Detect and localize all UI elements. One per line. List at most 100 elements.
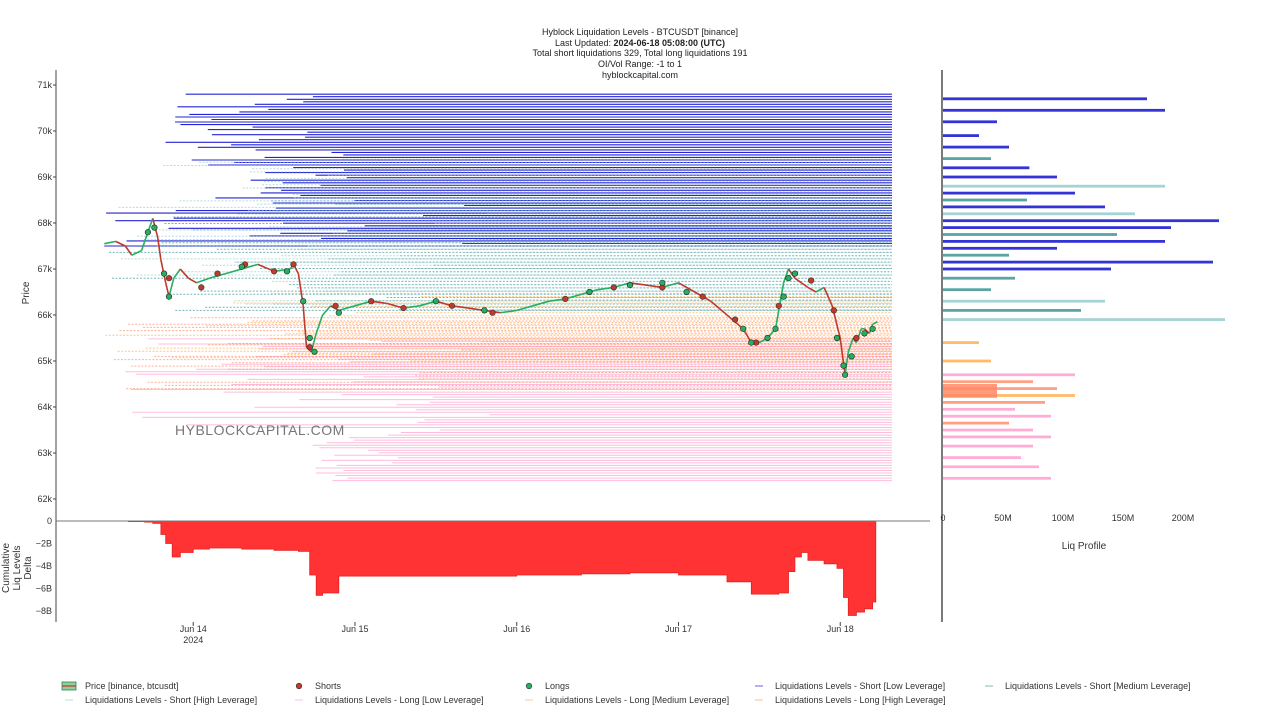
price-segment [629,282,647,286]
price-tick-label: 70k [37,126,52,136]
short-dot [271,268,278,275]
long-dot [772,325,779,332]
long-dot [432,298,440,305]
price-segment [104,240,116,245]
price-y-ticks: 62k 63k 64k 65k 66k 67k 68k 69k 70k 71k [37,80,56,504]
long-dot [165,293,173,300]
liq-profile-tick-label: 0 [940,513,945,523]
legend-label: Shorts [315,681,342,691]
watermark: HYBLOCKCAPITAL.COM [175,422,345,438]
price-segment [168,277,175,297]
price-segment [315,314,324,334]
short-dot [731,316,739,323]
long-dot [791,270,799,277]
delta-tick-label: −2B [36,539,52,549]
price-tick-label: 65k [37,356,52,366]
long-dot [659,279,666,286]
long-dot [683,288,690,296]
short-dot [853,334,860,342]
liq-profile-bar [943,97,1147,101]
liq-profile-bar [943,260,1213,264]
long-dot [311,348,318,355]
legend-item-long-dot: Longs [525,681,570,691]
liq-profile-bar [943,359,991,363]
long-dot [586,288,593,296]
last-updated-value: 2024-06-18 05:08:00 (UTC) [613,38,725,48]
liq-band-short-low [104,93,892,247]
delta-axis-title-line-1: Cumulative [1,543,12,593]
long-dot [306,334,313,342]
liq-band-short-medium [109,197,892,311]
liq-profile-bar [943,341,979,344]
axes-frame [55,70,943,622]
liq-profile-bar [943,145,1009,149]
liq-profile-bar [943,414,1051,418]
date-tick-label: Jun 17 [665,624,692,634]
price-segment [678,282,696,293]
liq-profile-bar [943,401,1045,404]
delta-tick-label: −6B [36,584,52,594]
liq-profile-tick-label: 50M [994,513,1012,523]
delta-area [104,520,877,616]
liq-profile-bar [943,394,1075,397]
liq-profile-bar [943,157,991,160]
short-dot [807,277,815,284]
price-tick-label: 69k [37,172,52,182]
liq-profile-bar [943,240,1165,243]
short-dot [400,305,407,312]
long-dot [626,282,634,289]
chart-title: Hyblock Liquidation Levels - BTCUSDT [bi… [542,27,738,37]
liq-profile-x-ticks: 0 50M 100M 150M 200M [940,513,1194,523]
liq-profile-bar [943,184,1165,188]
chart-title-block: Hyblock Liquidation Levels - BTCUSDT [bi… [533,27,748,80]
long-dot [740,325,747,332]
long-dot [144,229,151,236]
legend: Price [binance, btcusdt] Shorts Longs Liqui… [61,681,1191,705]
short-dot [562,295,569,303]
long-dot [481,307,488,314]
short-dot [489,309,496,316]
short-dot [610,284,617,291]
legend-item-short-high: Liquidations Levels - Short [High Levera… [65,695,257,705]
legend-item-short-dot: Shorts [295,681,342,691]
price-segment [774,310,780,329]
date-tick-label: Jun 16 [503,624,530,634]
price-segment [782,268,790,284]
legend-item-long-medium: Liquidations Levels - Long [Medium Lever… [525,695,729,705]
price-segment [847,337,854,353]
price-tick-label: 68k [37,218,52,228]
liq-profile-bar [943,175,1057,179]
liq-profile-bar [943,421,1009,425]
delta-axis-title-line-2: Liq Levels [12,545,23,590]
price-segment [815,286,825,293]
liq-profile-hot-zone [943,384,997,398]
price-tick-label: 62k [37,494,52,504]
short-dot [214,270,221,277]
long-dot [869,325,876,332]
liq-profile-bar [943,456,1021,459]
legend-label: Liquidations Levels - Long [High Leverag… [775,695,946,705]
long-dot [151,224,158,231]
long-dot [780,293,787,300]
date-tick-label: Jun 18 [827,624,854,634]
short-dot [332,302,339,309]
price-tick-label: 63k [37,448,52,458]
price-segment [794,277,802,284]
short-dot [306,344,313,351]
liquidation-totals: Total short liquidations 329, Total long… [533,48,748,58]
legend-item-price: Price [binance, btcusdt] [61,681,179,691]
liq-profile-bar [943,253,1009,257]
liq-profile-bars [943,97,1225,480]
price-segment [839,337,846,375]
price-segment [863,328,870,334]
price-segment [124,245,133,256]
site-label: hyblockcapital.com [602,70,678,80]
liq-profile-bar [943,226,1171,229]
price-tick-label: 66k [37,310,52,320]
price-tick-label: 71k [37,80,52,90]
price-axis-title: Price [21,281,32,304]
liq-profile-tick-label: 100M [1052,513,1075,523]
long-dot [785,275,792,282]
price-segment [823,287,833,307]
last-updated-prefix: Last Updated: [555,38,614,48]
